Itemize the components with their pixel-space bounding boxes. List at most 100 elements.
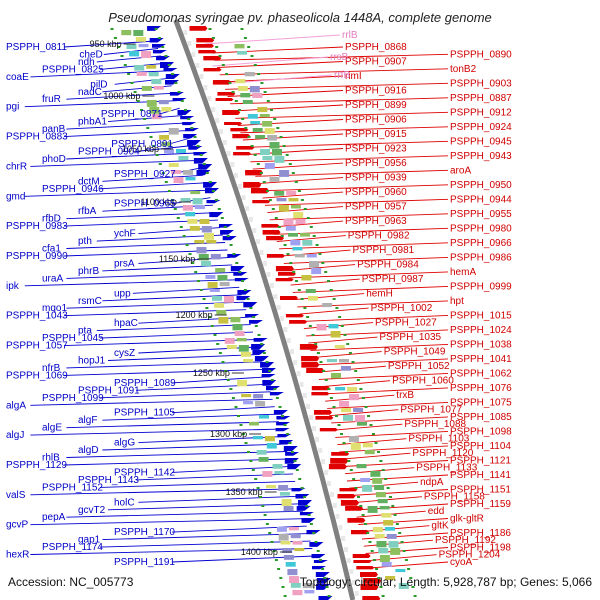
feature-band-block (305, 289, 316, 293)
reverse-gene-label: rfbD (42, 214, 61, 225)
feature-band-block (395, 569, 406, 573)
feature-band-block (328, 324, 339, 329)
dashed-tick (363, 523, 367, 525)
dashed-tick (402, 550, 406, 552)
reverse-gene-label: PSPPH_0965 (114, 199, 176, 210)
dashed-tick (311, 334, 315, 336)
leader-line (138, 316, 249, 324)
forward-gene-label: glk-gltR (450, 514, 484, 525)
dashed-tick (218, 352, 222, 354)
leader-line (99, 540, 311, 548)
dashed-tick (161, 172, 165, 174)
leader-line (63, 368, 265, 376)
feature-band-block (214, 303, 225, 308)
leader-line (350, 489, 449, 496)
dashed-tick (247, 136, 251, 138)
dashed-tick (356, 379, 360, 381)
forward-gene-feature (203, 56, 222, 61)
dashed-tick (337, 424, 341, 426)
dashed-tick (271, 208, 275, 210)
dashed-tick (411, 586, 415, 588)
dashed-tick (395, 523, 399, 525)
dashed-tick (379, 586, 383, 588)
leader-line (102, 413, 277, 421)
dashed-tick (346, 343, 350, 345)
feature-band-block (226, 345, 237, 349)
dashed-tick (335, 307, 339, 309)
forward-gene-feature (215, 98, 234, 101)
forward-gene-feature (311, 392, 330, 396)
dashed-tick (340, 433, 343, 435)
feature-shade (234, 173, 239, 178)
forward-gene-labels: PSPPH_0868 PSPPH_0890 PSPPH_0907 tonB2 rimI P… (345, 42, 512, 568)
reverse-gene-label: phrB (78, 266, 99, 277)
dashed-tick (249, 307, 253, 309)
forward-gene-label: PSPPH_1027 (375, 318, 437, 329)
dashed-tick (242, 433, 245, 435)
feature-band-block (252, 128, 263, 132)
dashed-tick (241, 280, 244, 282)
feature-band-block (362, 443, 373, 448)
dashed-tick (361, 397, 365, 399)
leader-line (102, 533, 309, 541)
reverse-gene-feature (243, 302, 258, 308)
dashed-tick (260, 82, 264, 84)
dashed-tick (300, 298, 304, 300)
dashed-tick (324, 271, 328, 273)
leader-line (314, 358, 449, 366)
reverse-gene-label: algD (78, 445, 99, 456)
reverse-gene-label: gcvT2 (78, 505, 106, 516)
dashed-tick (260, 343, 264, 345)
reverse-gene-label: PSPPH_1089 (114, 378, 176, 389)
dashed-tick (327, 595, 331, 597)
feature-band-block (370, 471, 381, 477)
dashed-tick (262, 352, 266, 354)
kbp-tick-label: 1350 kbp (226, 487, 263, 497)
dashed-tick (322, 370, 326, 372)
dashed-tick (409, 577, 413, 579)
leader-line (66, 361, 262, 369)
forward-gene-feature (251, 188, 269, 194)
forward-gene-feature (278, 272, 296, 276)
feature-band-block (302, 240, 313, 246)
feature-band-block (364, 450, 375, 455)
dashed-tick (225, 73, 229, 75)
feature-shade (252, 228, 257, 233)
dashed-tick (239, 424, 243, 426)
feature-band-block (237, 86, 248, 92)
dashed-tick (303, 208, 307, 210)
leader-line (102, 174, 203, 182)
feature-band-block (343, 415, 353, 421)
leader-line (341, 452, 411, 460)
feature-band-block (207, 282, 218, 288)
feature-band-block (334, 345, 345, 349)
dashed-tick (185, 244, 189, 246)
feature-band-block (259, 415, 269, 419)
feature-band-block (178, 156, 189, 161)
dashed-tick (193, 136, 197, 138)
feature-band-block (252, 93, 263, 98)
feature-band-block (158, 100, 169, 105)
leader-line (345, 467, 415, 475)
leader-line (224, 82, 449, 90)
feature-band-block (280, 541, 291, 545)
dashed-tick (231, 397, 235, 399)
feature-band-block (262, 471, 273, 477)
reverse-gene-feature (313, 560, 328, 563)
feature-band-block (146, 65, 157, 69)
kbp-tick-marks (110, 28, 417, 597)
dashed-tick (347, 460, 351, 462)
reverse-gene-label: ipk (6, 281, 20, 292)
feature-band-block (339, 401, 350, 407)
forward-gene-label: PSPPH_1075 (450, 397, 512, 408)
reverse-gene-label: gcvP (6, 520, 29, 531)
feature-band-block (161, 107, 172, 112)
forward-gene-feature (306, 368, 325, 373)
feature-shade (269, 283, 274, 288)
feature-shade (187, 41, 192, 46)
dashed-tick (208, 28, 212, 30)
dashed-tick (249, 460, 253, 462)
feature-band-block (274, 471, 285, 475)
dashed-tick (391, 505, 395, 507)
forward-gene-label: PSPPH_1052 (388, 361, 450, 372)
